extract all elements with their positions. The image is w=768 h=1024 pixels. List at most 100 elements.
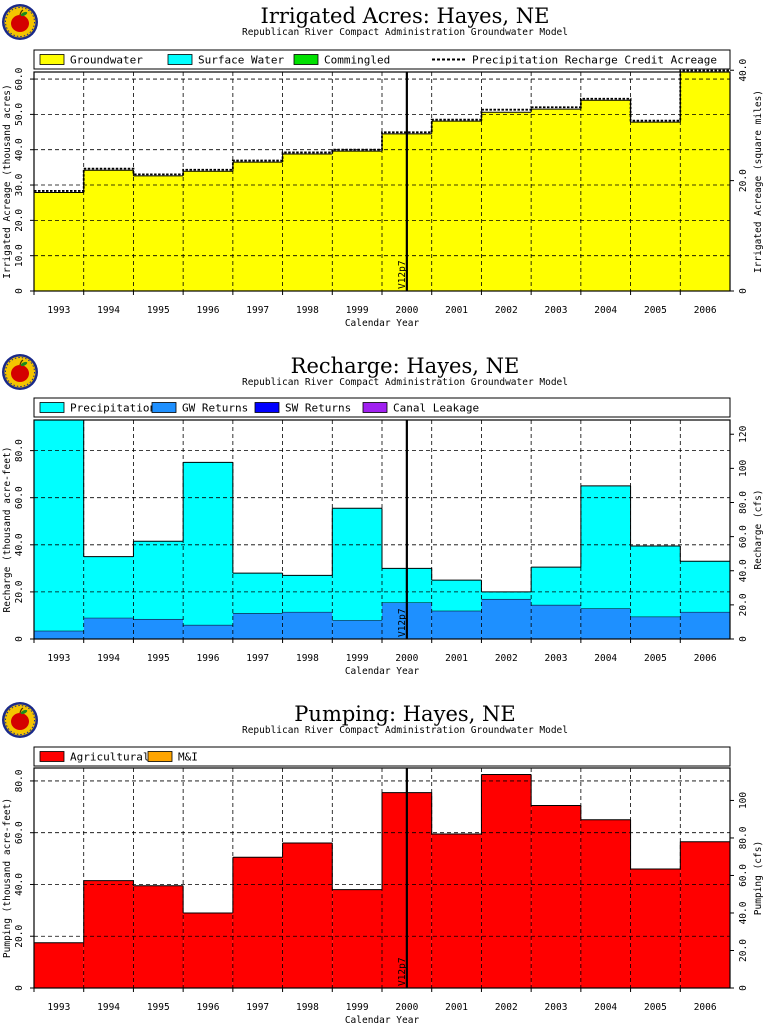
x-tick-label: 1993 [47,653,70,664]
x-axis: 1993 1994 1995 1996 1997 1998 1999 2000 2001 2002… [33,988,717,1024]
x-tick-label: 2002 [495,653,518,664]
legend-swatch [39,54,65,65]
bar [133,541,184,619]
x-tick-label: 2005 [644,653,667,664]
bar [431,580,482,611]
y2-tick-label: 20.0 [738,169,749,192]
bar [133,175,184,291]
x-axis-label: Calendar Year [345,318,420,329]
legend: Agricultural M&I [33,746,731,767]
legend-swatch [293,54,319,65]
y-tick-label: 60.0 [14,486,25,509]
bar [580,485,631,609]
bar [431,834,482,988]
bar [232,573,283,614]
bar [630,868,681,988]
y-axis-label: Recharge (thousand acre-feet) [2,447,13,613]
y-tick-label: 80.0 [14,439,25,462]
legend: Precipitation GW Returns SW Returns Canal L… [33,397,731,418]
y-tick-label: 0 [14,636,25,642]
logo-stem [19,359,24,366]
y2-axis-label: Pumping (cfs) [753,841,764,915]
legend: Groundwater Surface Water Commingled Precip… [33,49,731,70]
bar [481,112,532,292]
y-tick-label: 20.0 [14,580,25,603]
bars [33,773,730,988]
bar [183,624,233,639]
x-tick-label: 2002 [495,1002,518,1013]
y-axis-label: Irrigated Acreage (thousand acres) [2,84,13,278]
y-tick-label: 0 [14,288,25,294]
y2-tick-label: 40.0 [738,59,749,82]
x-tick-label: 1998 [296,1002,319,1013]
legend-swatch [151,402,177,413]
bar [282,575,333,612]
bars [33,71,730,292]
bar [630,545,681,617]
y-tick-label: 40.0 [14,873,25,896]
y2-tick-label: 80.0 [738,491,749,514]
logo-leaf [20,709,28,715]
x-tick-label: 1999 [346,305,369,316]
x-tick-label: 1998 [296,653,319,664]
bar [630,616,681,639]
y2-tick-label: 0 [738,985,749,991]
legend-swatch [147,751,173,762]
y-tick-label: 30.0 [14,173,25,196]
y2-tick-label: 40.0 [738,901,749,924]
x-tick-label: 2005 [644,1002,667,1013]
legend-entry: Commingled [324,54,390,67]
chart-subtitle: Republican River Compact Administration … [242,725,568,736]
chart-subtitle: Republican River Compact Administration … [242,377,568,388]
bar [680,841,730,988]
logo-apple [11,713,29,730]
bar [431,121,482,291]
bar [580,819,631,988]
apple-logo-icon [2,354,38,390]
x-tick-label: 1998 [296,305,319,316]
legend-swatch [167,54,193,65]
y-axis-right: 0 20.0 40.0 60.0 80.0 100 120 Recharge (cfs) [730,425,764,642]
gridlines [34,420,730,639]
logo-stem [19,9,24,16]
bar [183,912,233,988]
bar [34,192,84,291]
x-axis-label: Calendar Year [345,666,420,677]
chart-title: Recharge: Hayes, NE [291,354,520,378]
bar [34,420,84,631]
bar [481,591,532,599]
bar [232,162,283,291]
y-tick-label: 40.0 [14,533,25,556]
chart-subtitle: Republican River Compact Administration … [242,27,568,38]
y2-tick-label: 80.0 [738,826,749,849]
y-tick-label: 20.0 [14,209,25,232]
bar [580,100,631,292]
legend-swatch [254,402,280,413]
y-tick-label: 60.0 [14,821,25,844]
x-tick-label: 1999 [346,653,369,664]
bar [481,598,532,639]
bar [83,617,134,639]
y-tick-label: 50.0 [14,103,25,126]
x-tick-label: 2000 [395,653,418,664]
x-tick-label: 2006 [694,305,717,316]
x-tick-label: 2006 [694,653,717,664]
y2-tick-label: 100 [738,792,749,809]
x-tick-label: 2002 [495,305,518,316]
x-axis-label: Calendar Year [345,1015,420,1024]
x-tick-label: 1999 [346,1002,369,1013]
legend-swatch [39,751,65,762]
x-tick-label: 2004 [594,305,617,316]
logo-border [5,705,35,735]
gridlines [34,72,730,291]
logo-leaf [20,361,28,367]
y2-tick-label: 20.0 [738,939,749,962]
credit-acreage-line [34,69,730,192]
bar [282,153,333,291]
x-tick-label: 2000 [395,1002,418,1013]
logo-apple [11,15,29,32]
bar [332,151,382,291]
bar [83,170,134,291]
